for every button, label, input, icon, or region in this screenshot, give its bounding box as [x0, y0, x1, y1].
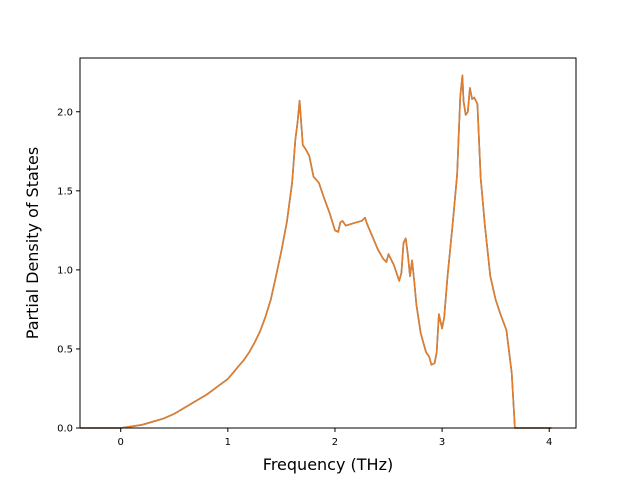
- x-tick-label: 4: [546, 437, 552, 448]
- x-tick-label: 1: [225, 437, 231, 448]
- series-line-2: [80, 74, 552, 429]
- y-tick-label: 1.0: [57, 265, 73, 276]
- axes-frame: [79, 57, 577, 429]
- x-tick-label: 3: [439, 437, 445, 448]
- plot-area: [80, 74, 552, 429]
- y-tick-label: 2.0: [57, 107, 73, 118]
- y-axis-label: Partial Density of States: [23, 147, 42, 339]
- y-tick-label: 1.5: [57, 186, 73, 197]
- x-axis-label: Frequency (THz): [263, 455, 393, 474]
- x-tick-label: 0: [118, 437, 124, 448]
- ticks: 0 1 2 3 4 0.0 0.5 1.0 1.5 2.0: [57, 107, 552, 448]
- y-tick-label: 0.0: [57, 424, 73, 435]
- y-tick-label: 0.5: [57, 344, 73, 355]
- x-tick-label: 2: [332, 437, 338, 448]
